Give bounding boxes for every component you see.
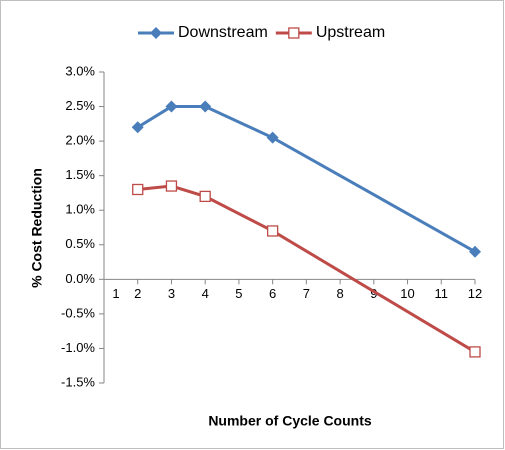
x-tick-label: 1 [112,286,119,301]
marker [165,180,178,192]
marker [132,183,144,196]
x-tick-label: 6 [269,286,276,301]
y-axis-title: % Cost Reduction [29,168,45,288]
marker [165,100,178,113]
y-tick-label: 3.0% [65,63,95,78]
y-tick-label: -1.0% [61,340,95,355]
marker [469,245,481,258]
x-tick-label: 11 [435,286,449,301]
x-tick-label: 2 [134,286,141,301]
x-tick-label: 5 [235,286,242,301]
y-tick-label: 2.0% [65,133,95,148]
y-tick-label: 0.5% [65,236,95,251]
x-tick-label: 12 [468,286,482,301]
marker [131,121,144,134]
x-tick-label: 10 [400,286,414,301]
y-tick-label: 1.5% [65,167,95,182]
legend-marker [288,27,300,39]
y-tick-label: 1.0% [65,202,95,217]
marker [266,225,279,237]
legend-marker [150,27,162,39]
y-tick-label: -1.5% [61,374,95,389]
marker [469,346,481,358]
x-axis-title: Number of Cycle Counts [208,413,372,429]
x-tick-label: 4 [202,286,209,301]
y-tick-label: 2.5% [65,98,95,113]
x-tick-label: 3 [168,286,175,301]
legend-label: Downstream [178,24,268,41]
x-tick-label: 9 [370,286,377,301]
x-tick-label: 8 [336,286,343,301]
y-tick-label: -0.5% [61,305,95,320]
y-tick-label: 0.0% [65,271,95,286]
x-tick-label: 7 [303,286,310,301]
marker [266,131,279,144]
marker [199,100,212,113]
marker [199,190,211,203]
legend-label: Upstream [316,24,385,41]
